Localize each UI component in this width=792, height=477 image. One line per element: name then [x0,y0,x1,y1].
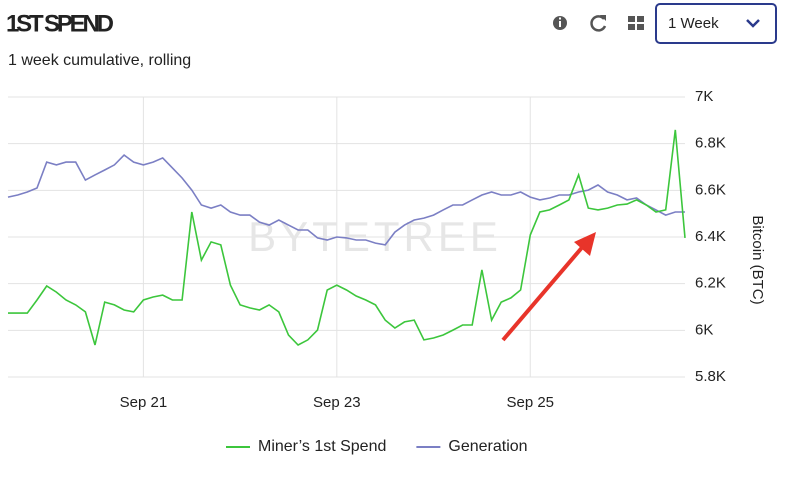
y-axis-title: Bitcoin (BTC) [749,215,766,304]
watermark: BYTETREE [248,213,502,260]
arrow [501,242,587,342]
grid-icon[interactable] [628,16,644,30]
y-tick-label: 6.8K [695,135,726,152]
refresh-icon[interactable] [590,15,607,32]
info-icon[interactable] [553,16,567,30]
y-tick-label: 7K [695,88,713,105]
x-tick-label: Sep 21 [120,394,168,411]
y-tick-label: 6K [695,321,713,338]
series-line [7,154,685,246]
x-tick-label: Sep 25 [506,394,554,411]
period-select[interactable]: 1 Week [655,3,777,44]
y-tick-label: 5.8K [695,368,726,385]
legend-label[interactable]: Miner’s 1st Spend [258,438,386,455]
y-tick-label: 6.4K [695,228,726,245]
period-label: 1 Week [668,15,719,32]
marks [7,129,686,346]
y-tick-label: 6.6K [695,181,726,198]
plot: 5.8K 6K 6.2K 6.4K 6.6K 6.8K 7K Sep 21 Sep 23 Sep … [8,88,726,411]
legend: Miner’s 1st Spend Generation [226,438,528,455]
series-line [8,129,686,346]
y-tick-label: 6.2K [695,275,726,292]
title: 1ST SPEND [6,10,114,37]
x-tick-label: Sep 23 [313,394,361,411]
subtitle: 1 week cumulative, rolling [8,52,191,69]
arrow-head [574,232,596,256]
legend-label[interactable]: Generation [448,438,527,455]
